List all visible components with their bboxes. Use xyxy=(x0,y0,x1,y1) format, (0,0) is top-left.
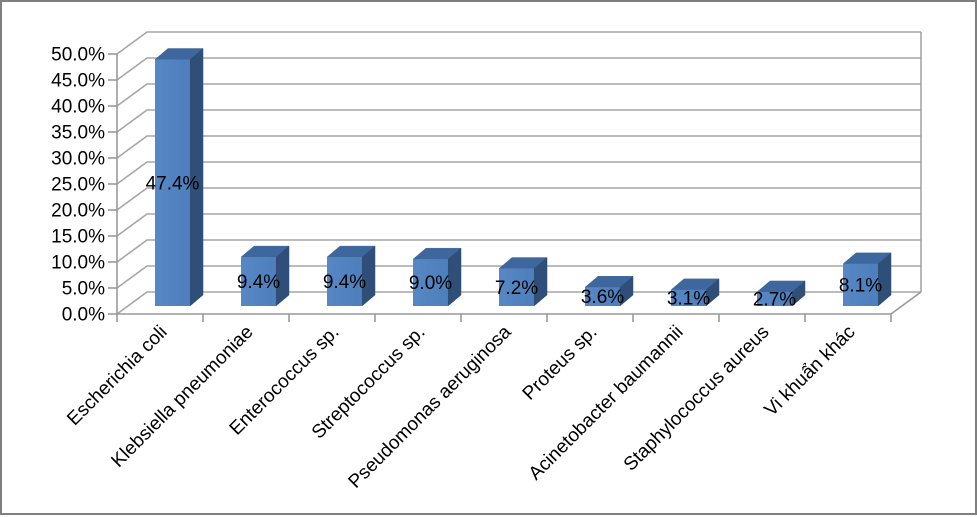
category-label: Staphylococcus aureus xyxy=(620,322,774,476)
gridline xyxy=(116,161,921,185)
data-label: 3.6% xyxy=(581,287,624,308)
bar-1 xyxy=(155,59,190,306)
gridline xyxy=(116,265,921,289)
y-tick-label: 15.0% xyxy=(51,227,105,248)
category-label: Pseudomonas aeruginosa xyxy=(345,321,516,492)
category-label: Acinetobacter baumannii xyxy=(525,322,688,485)
category-label: Proteus sp. xyxy=(519,322,602,405)
gridline xyxy=(116,187,921,211)
data-label: 9.4% xyxy=(323,272,366,293)
gridline xyxy=(116,213,921,237)
floor-right-edge xyxy=(890,291,922,315)
y-tick-label: 5.0% xyxy=(62,279,105,300)
bar-6 xyxy=(585,287,620,306)
gridline xyxy=(116,239,921,263)
bar-2 xyxy=(241,257,276,306)
bar-7 xyxy=(671,289,706,306)
data-label: 3.1% xyxy=(667,288,710,309)
gridline xyxy=(116,135,921,159)
bar-8 xyxy=(757,291,792,306)
y-tick-label: 10.0% xyxy=(51,253,105,274)
data-label: 47.4% xyxy=(146,173,200,194)
y-tick-label: 30.0% xyxy=(51,149,105,170)
bar-9 xyxy=(843,263,878,306)
bar-5 xyxy=(499,268,534,306)
gridline xyxy=(116,109,921,133)
data-label: 8.1% xyxy=(839,275,882,296)
y-tick-label: 0.0% xyxy=(62,305,105,326)
gridline xyxy=(116,31,921,55)
data-label: 9.0% xyxy=(409,273,452,294)
gridline xyxy=(116,57,921,81)
gridline xyxy=(116,83,921,107)
bar-4 xyxy=(413,259,448,306)
y-tick-label: 45.0% xyxy=(51,71,105,92)
y-tick-label: 35.0% xyxy=(51,123,105,144)
y-tick-label: 50.0% xyxy=(51,45,105,66)
category-label: Vi khuẩn khác xyxy=(761,322,860,421)
y-tick-label: 40.0% xyxy=(51,97,105,118)
y-tick-label: 20.0% xyxy=(51,201,105,222)
data-label: 7.2% xyxy=(495,278,538,299)
data-label: 9.4% xyxy=(237,272,280,293)
data-label: 2.7% xyxy=(753,289,796,310)
y-tick-label: 25.0% xyxy=(51,175,105,196)
category-label: Klebsiella pneumoniae xyxy=(107,322,257,472)
bar-3 xyxy=(327,257,362,306)
gridline xyxy=(116,291,921,315)
